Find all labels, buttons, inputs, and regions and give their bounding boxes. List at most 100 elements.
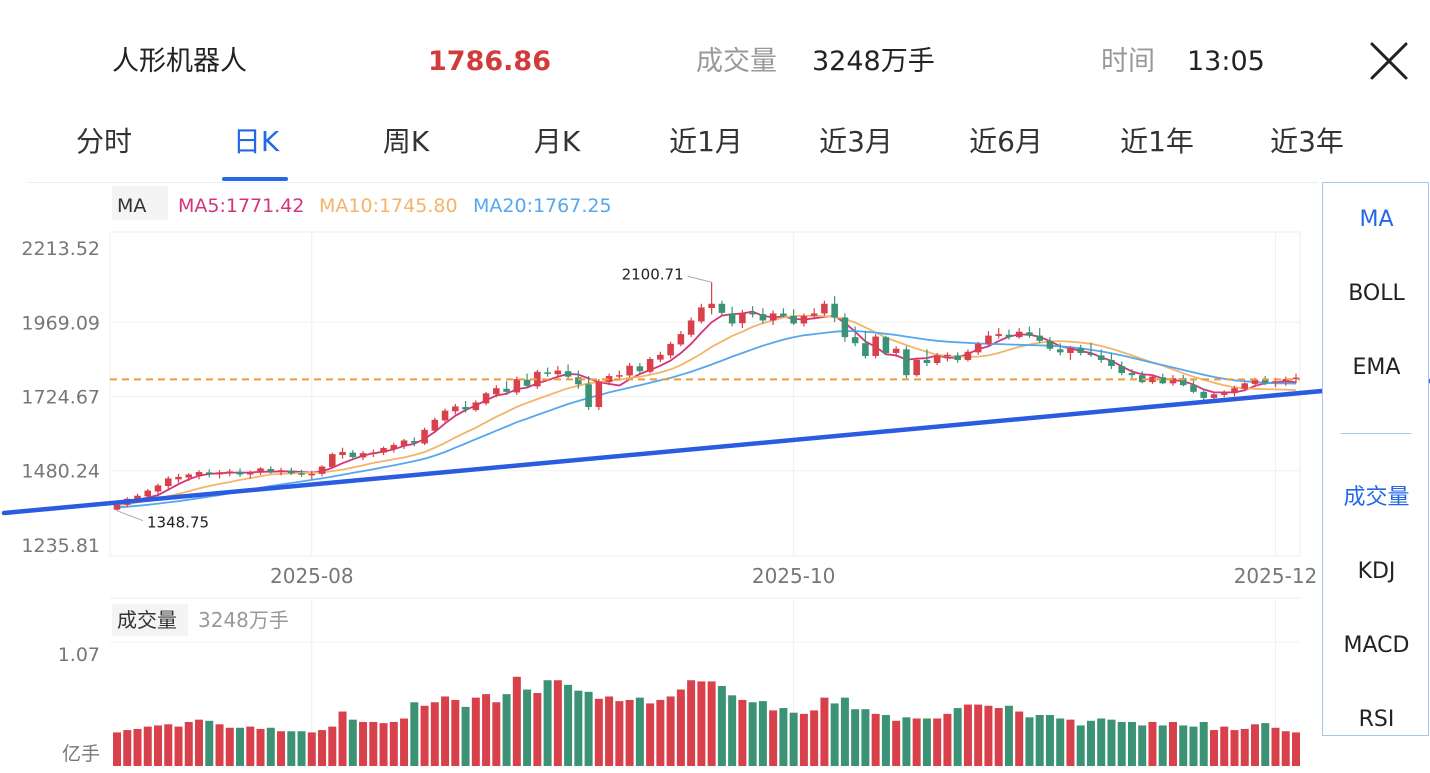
volume-bar: [143, 726, 152, 766]
volume-bar: [400, 718, 409, 766]
candle-body: [1231, 388, 1238, 394]
tab-6-months[interactable]: 近6月: [969, 125, 1043, 158]
candle-up: [1149, 374, 1156, 384]
candle-body: [1108, 359, 1115, 367]
tab-3-months[interactable]: 近3月: [819, 125, 893, 158]
volume-bar: [1056, 718, 1065, 766]
candle-up: [657, 351, 664, 363]
candle-body: [1077, 348, 1084, 353]
candle-body: [513, 379, 521, 393]
tab-monthly-k[interactable]: 月K: [533, 125, 581, 158]
candle-down: [882, 335, 890, 356]
candle-body: [708, 303, 715, 309]
date-tick-label: 2025-12: [1234, 564, 1318, 588]
candle-down: [1046, 337, 1054, 351]
indicator-macd[interactable]: MACD: [1343, 633, 1410, 658]
time-label: 时间: [1101, 46, 1155, 77]
candle-body: [175, 476, 182, 480]
candle-up: [995, 328, 1002, 339]
ma10-legend: MA10:1745.80: [319, 195, 458, 217]
indicator-rsi[interactable]: RSI: [1358, 707, 1395, 732]
candle-body: [462, 407, 469, 410]
ma20-line: [116, 330, 1297, 509]
candle-down: [298, 469, 305, 477]
candle-body: [503, 388, 510, 392]
volume-bar: [1076, 725, 1085, 766]
candle-body: [841, 317, 849, 338]
candle-up: [400, 438, 408, 449]
candle-body: [851, 337, 859, 344]
tab-daily-k[interactable]: 日K: [232, 125, 280, 158]
candle-up: [472, 400, 480, 412]
candle-body: [810, 313, 818, 316]
candle-up: [1231, 385, 1238, 397]
candle-down: [1108, 352, 1115, 370]
tab-weekly-k[interactable]: 周K: [382, 125, 430, 158]
volume-bar: [1148, 721, 1157, 766]
candle-up: [493, 385, 500, 398]
indicator-boll[interactable]: BOLL: [1348, 281, 1405, 306]
period-tabs: 分时 日K 周K 月K 近1月 近3月 近6月 近1年 近3年: [0, 112, 1430, 184]
candle-up: [421, 427, 428, 446]
candle-body: [892, 348, 900, 353]
candle-body: [667, 343, 674, 356]
candle-body: [246, 472, 254, 475]
volume-bar: [810, 710, 819, 766]
indicator-ma[interactable]: MA: [1359, 207, 1394, 232]
indicator-ema[interactable]: EMA: [1352, 355, 1401, 380]
candle-up: [185, 473, 193, 482]
candle-down: [288, 467, 295, 476]
candle-up: [216, 470, 223, 479]
volume-panel-title: 成交量: [117, 608, 177, 632]
candle-body: [226, 471, 234, 474]
last-price: 1786.86: [428, 46, 551, 77]
volume-unit-label: 亿手: [62, 743, 100, 765]
candle-body: [164, 478, 172, 487]
volume-bar: [728, 695, 737, 766]
candle-up: [554, 366, 562, 379]
candle-down: [236, 468, 244, 477]
volume-bar: [369, 721, 378, 766]
candle-down: [1128, 369, 1136, 379]
ma10-line: [116, 314, 1297, 506]
volume-bar: [1271, 727, 1280, 766]
volume-bar: [1292, 732, 1300, 766]
candle-body: [298, 473, 305, 475]
volume-bar: [1107, 719, 1116, 766]
candle-body: [1200, 391, 1208, 398]
candle-up: [1292, 373, 1300, 384]
tab-intraday[interactable]: 分时: [75, 125, 133, 158]
volume-bar: [1086, 720, 1095, 766]
volume-bar: [984, 705, 993, 766]
price-axis: 2213.52 1969.09 1724.67 1480.24 1235.81: [21, 238, 100, 557]
tab-1-month[interactable]: 近1月: [669, 125, 743, 158]
close-icon[interactable]: [1368, 40, 1410, 82]
candle-body: [923, 359, 931, 363]
volume-bar: [441, 696, 450, 766]
tab-3-years[interactable]: 近3年: [1270, 125, 1344, 158]
volume-bar: [902, 717, 911, 766]
volume-bar: [799, 713, 808, 766]
volume-bar: [113, 732, 121, 766]
volume-bar: [922, 718, 931, 766]
candle-down: [1159, 373, 1167, 385]
tab-1-year[interactable]: 近1年: [1120, 125, 1194, 158]
candle-body: [1015, 331, 1023, 338]
volume-bar: [738, 699, 747, 766]
volume-bar: [758, 701, 767, 766]
volume-bar: [697, 681, 706, 766]
indicator-volume[interactable]: 成交量: [1343, 485, 1410, 510]
candle-body: [1118, 366, 1125, 374]
candle-down: [1097, 349, 1105, 363]
candle-body: [605, 376, 613, 383]
candle-body: [687, 320, 695, 335]
candle-body: [985, 335, 992, 344]
volume-bar: [123, 730, 132, 766]
candle-up: [698, 303, 705, 324]
indicator-kdj[interactable]: KDJ: [1357, 559, 1396, 584]
date-tick-label: 2025-08: [270, 564, 354, 588]
candle-up: [154, 483, 162, 495]
volume-legend-box: [112, 604, 188, 636]
volume-bar: [502, 694, 511, 766]
